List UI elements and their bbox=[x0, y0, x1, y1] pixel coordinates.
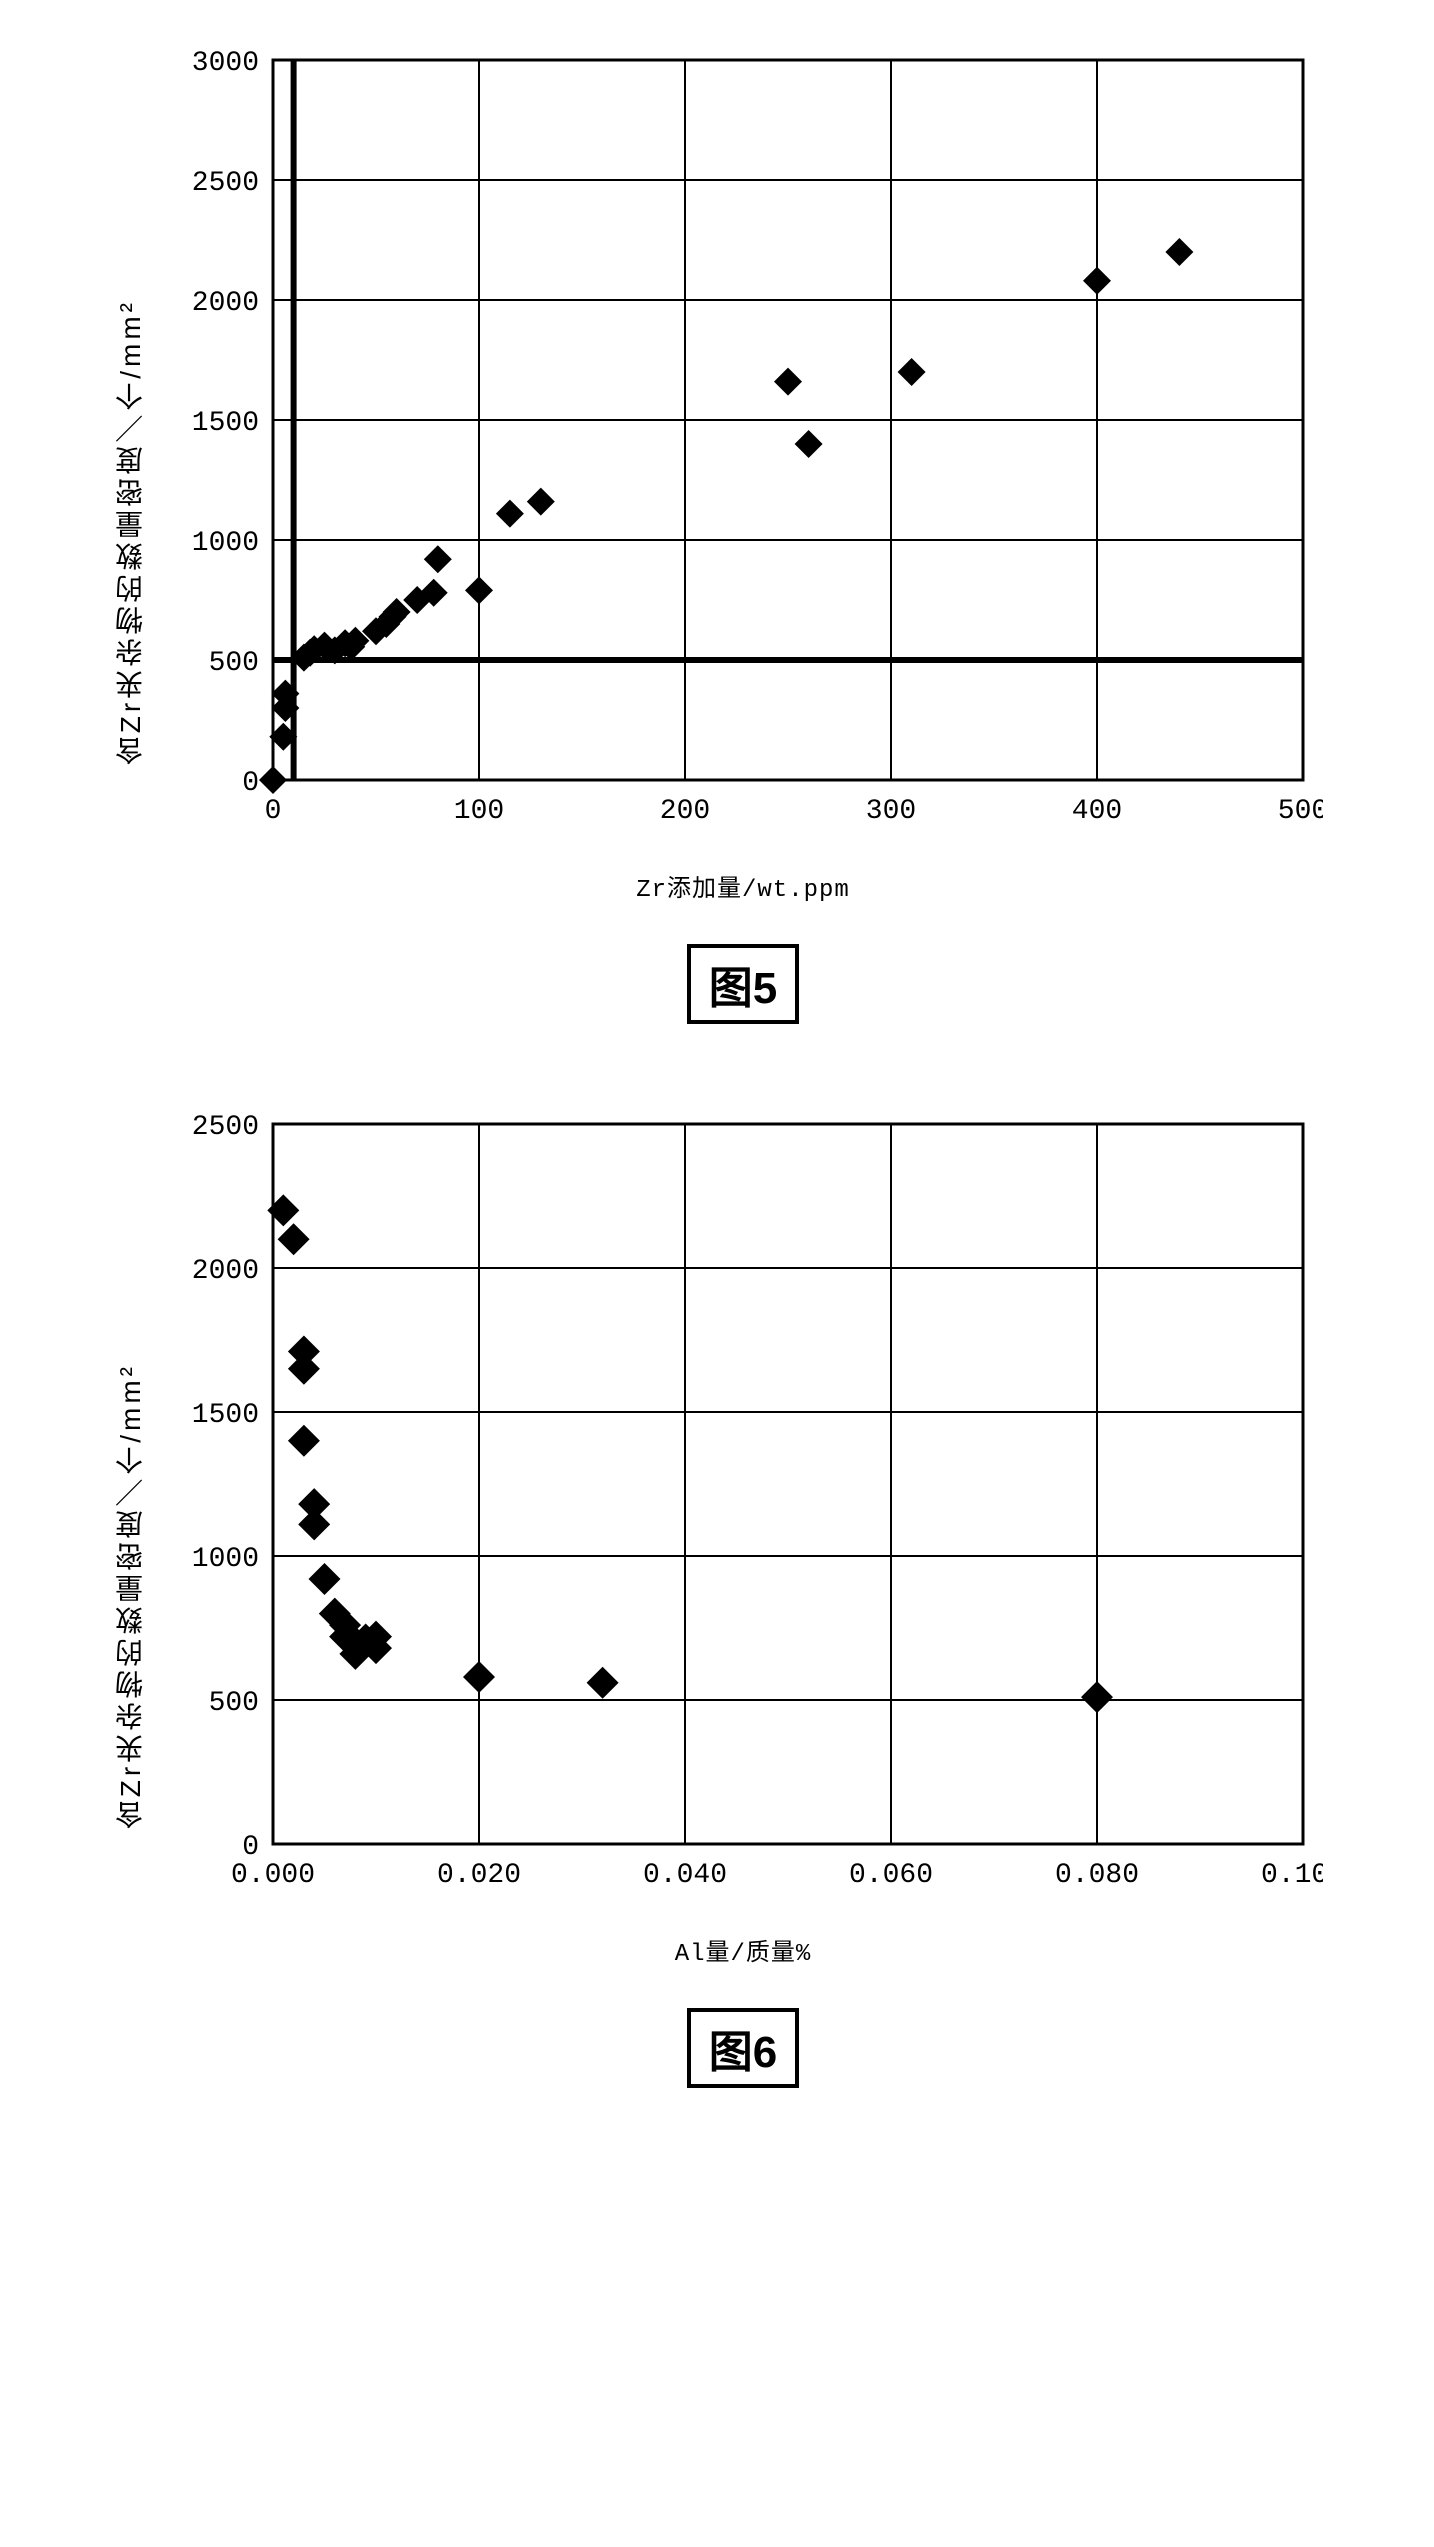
svg-text:0.000: 0.000 bbox=[231, 1860, 315, 1891]
svg-text:500: 500 bbox=[1278, 796, 1323, 827]
svg-text:2500: 2500 bbox=[192, 1112, 259, 1143]
fig5-svg: 0 100 200 300 400 500 0 500 1000 1500 2000 2500 3000 bbox=[163, 40, 1323, 840]
fig5-chart: 含Zr夹杂物的数量密度／个/mm² 0 100 200 300 400 500 0 500 10… bbox=[20, 40, 1414, 1024]
fig6-plot-column: 0.000 0.020 0.040 0.060 0.080 0.100 0 500 1000 15… bbox=[163, 1104, 1323, 2088]
svg-text:1000: 1000 bbox=[192, 528, 259, 559]
fig6-ylabel: 含Zr夹杂物的数量密度／个/mm² bbox=[111, 1363, 151, 1829]
svg-text:500: 500 bbox=[209, 1688, 259, 1719]
figure-5: 含Zr夹杂物的数量密度／个/mm² 0 100 200 300 400 500 0 500 10… bbox=[20, 40, 1414, 1024]
svg-text:0.100: 0.100 bbox=[1261, 1860, 1323, 1891]
fig5-plot-column: 0 100 200 300 400 500 0 500 1000 1500 2000 2500 3000… bbox=[163, 40, 1323, 1024]
svg-text:0.040: 0.040 bbox=[643, 1860, 727, 1891]
svg-text:0.020: 0.020 bbox=[437, 1860, 521, 1891]
figure-6: 含Zr夹杂物的数量密度／个/mm² 0.0000.0200.0400.0600.… bbox=[20, 1104, 1414, 2088]
svg-text:1500: 1500 bbox=[192, 1400, 259, 1431]
svg-text:0: 0 bbox=[242, 768, 259, 799]
fig5-ylabel: 含Zr夹杂物的数量密度／个/mm² bbox=[111, 299, 151, 765]
svg-text:2500: 2500 bbox=[192, 168, 259, 199]
svg-text:500: 500 bbox=[209, 648, 259, 679]
fig5-caption: 图5 bbox=[687, 944, 799, 1024]
svg-text:400: 400 bbox=[1072, 796, 1122, 827]
fig6-xlabel: Al量/质量% bbox=[675, 1932, 812, 1968]
svg-text:300: 300 bbox=[866, 796, 916, 827]
svg-text:0.080: 0.080 bbox=[1055, 1860, 1139, 1891]
fig6-chart: 含Zr夹杂物的数量密度／个/mm² 0.0000.0200.0400.0600.… bbox=[20, 1104, 1414, 2088]
fig6-caption: 图6 bbox=[687, 2008, 799, 2088]
svg-text:0.060: 0.060 bbox=[849, 1860, 933, 1891]
svg-text:2000: 2000 bbox=[192, 288, 259, 319]
svg-text:3000: 3000 bbox=[192, 48, 259, 79]
svg-text:0: 0 bbox=[265, 796, 282, 827]
svg-text:200: 200 bbox=[660, 796, 710, 827]
svg-text:1000: 1000 bbox=[192, 1544, 259, 1575]
svg-text:100: 100 bbox=[454, 796, 504, 827]
svg-text:1500: 1500 bbox=[192, 408, 259, 439]
fig5-xlabel: Zr添加量/wt.ppm bbox=[636, 868, 850, 904]
svg-text:0: 0 bbox=[242, 1832, 259, 1863]
svg-text:2000: 2000 bbox=[192, 1256, 259, 1287]
fig6-svg: 0.000 0.020 0.040 0.060 0.080 0.100 0 500 1000 15… bbox=[163, 1104, 1323, 1904]
